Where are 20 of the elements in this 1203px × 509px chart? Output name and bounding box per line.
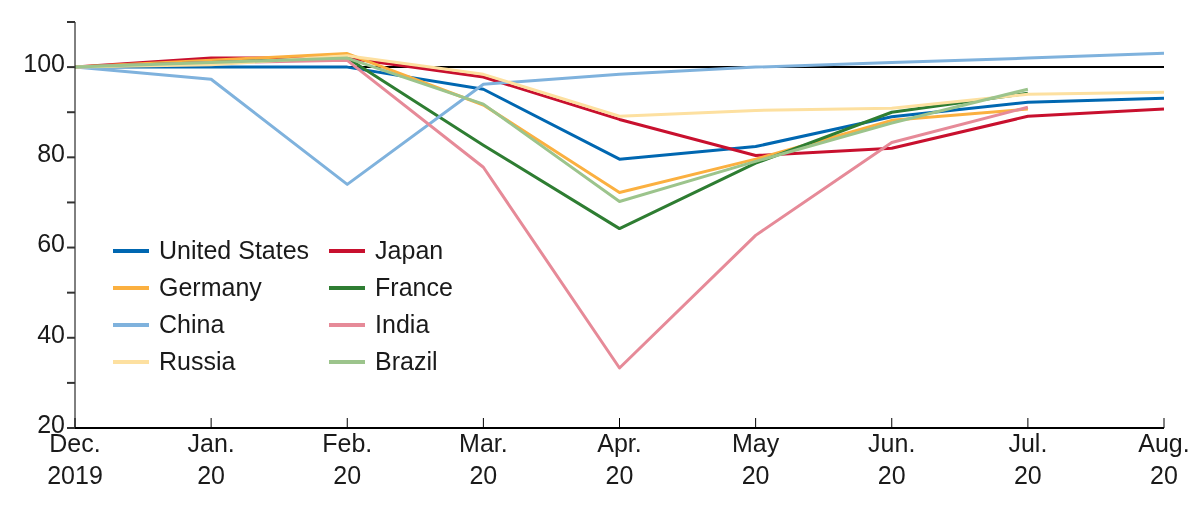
legend-label: United States bbox=[159, 235, 310, 266]
y-tick-label: 100 bbox=[23, 48, 65, 77]
legend-label: Japan bbox=[375, 235, 444, 266]
x-tick-label: Jun. 20 bbox=[868, 429, 916, 489]
y-tick-label: 60 bbox=[37, 229, 65, 258]
legend-label: France bbox=[375, 272, 453, 303]
x-tick-label: May 20 bbox=[732, 429, 780, 489]
legend-label: China bbox=[159, 309, 225, 340]
legend-label: India bbox=[375, 309, 430, 340]
x-tick-label: Jul. 20 bbox=[1008, 429, 1048, 489]
legend-label: Germany bbox=[159, 272, 262, 303]
x-tick-label: Feb. 20 bbox=[322, 429, 373, 489]
y-tick-label: 80 bbox=[37, 139, 65, 168]
y-tick-label: 40 bbox=[37, 319, 65, 348]
x-tick-label: Aug. 20 bbox=[1138, 429, 1190, 489]
legend-label: Brazil bbox=[375, 346, 438, 377]
legend-label: Russia bbox=[159, 346, 236, 377]
x-tick-label: Apr. 20 bbox=[597, 429, 642, 489]
x-tick-label: Mar. 20 bbox=[459, 429, 508, 489]
x-tick-label: Jan. 20 bbox=[187, 429, 235, 489]
